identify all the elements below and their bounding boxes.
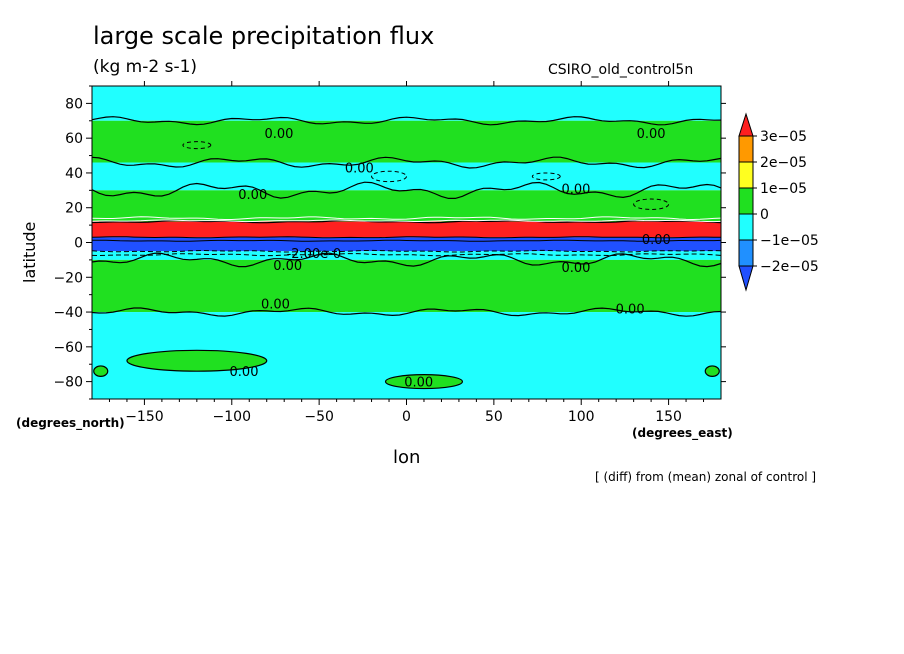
legend-label: 2e−05 (760, 155, 807, 171)
negative-contour (182, 141, 212, 150)
y-axis-units: (degrees_north) (16, 416, 125, 430)
x-tick-label: 50 (485, 409, 503, 425)
diff-note: [ (diff) from (mean) zonal of control ] (595, 470, 817, 484)
x-tick-label: 0 (402, 409, 411, 425)
negative-contour (531, 172, 561, 181)
y-tick-label: 20 (65, 201, 83, 217)
x-axis-label: lon (393, 447, 421, 468)
legend-arrow-top (738, 112, 754, 137)
contour-label: 0.00 (637, 127, 666, 142)
x-tick-label: −50 (304, 409, 334, 425)
contour-label: 0.00 (264, 127, 293, 142)
legend-label: 0 (760, 207, 769, 223)
negative-contour (91, 253, 722, 257)
model-label: CSIRO_old_control5n (548, 62, 694, 78)
legend-swatch (738, 213, 754, 241)
positive-patch (93, 365, 109, 377)
y-tick-label: 80 (65, 96, 83, 112)
contour-line (91, 236, 721, 239)
positive-patch (126, 349, 268, 372)
zonal-band (92, 221, 721, 238)
contour-label: 0.00 (616, 303, 645, 318)
contour-label: 0.00 (345, 162, 374, 177)
zonal-band (92, 251, 721, 260)
x-tick-label: 100 (568, 409, 595, 425)
contour-line (91, 216, 722, 221)
zero-contour (91, 252, 722, 268)
negative-contour (633, 198, 670, 210)
legend-swatch (738, 161, 754, 189)
y-tick-label: 40 (65, 166, 83, 182)
y-tick-label: −80 (53, 375, 83, 391)
y-tick-label: −20 (53, 270, 83, 286)
legend-label: 1e−05 (760, 181, 807, 197)
zero-contour (91, 181, 722, 199)
y-tick-label: −40 (53, 305, 83, 321)
positive-patch (704, 365, 720, 377)
zero-contour (91, 156, 722, 169)
y-tick-label: 60 (65, 131, 83, 147)
zonal-band (92, 162, 721, 191)
x-axis-units: (degrees_east) (632, 426, 733, 440)
zero-contour (91, 307, 722, 317)
legend-arrow-bottom (738, 265, 754, 292)
contour-label: 0.00 (642, 233, 671, 248)
zonal-band (92, 120, 721, 163)
zonal-band (92, 86, 721, 121)
contour-label: 0.00 (562, 183, 591, 198)
x-tick-label: 150 (655, 409, 682, 425)
positive-patch (384, 374, 464, 390)
zonal-band (92, 190, 721, 222)
contour-label: 0.00 (273, 259, 302, 274)
y-tick-label: 0 (74, 236, 83, 252)
x-tick-label: −100 (213, 409, 251, 425)
chart-units: (kg m-2 s-1) (93, 57, 198, 77)
negative-contour (91, 249, 722, 253)
contour-label: -2.00e-0 (287, 247, 342, 262)
y-tick-label: −60 (53, 340, 83, 356)
zonal-band (92, 259, 721, 313)
zonal-band (92, 237, 721, 252)
legend-swatch (738, 135, 754, 163)
contour-label: 0.00 (562, 261, 591, 276)
contour-label: 0.00 (261, 297, 290, 312)
contour-label: 0.00 (238, 188, 267, 203)
legend-swatch (738, 239, 754, 267)
contour-line (91, 219, 722, 223)
contour-label: 0.00 (230, 365, 259, 380)
legend-label: −2e−05 (760, 259, 819, 275)
zero-contour (91, 116, 722, 126)
legend-swatch (738, 187, 754, 215)
negative-contour (371, 170, 407, 183)
legend-label: −1e−05 (760, 233, 819, 249)
chart-title: large scale precipitation flux (93, 22, 435, 50)
contour-label: 0.00 (404, 376, 433, 391)
contour-line (91, 239, 722, 242)
x-tick-label: −150 (125, 409, 163, 425)
legend-label: 3e−05 (760, 129, 807, 145)
